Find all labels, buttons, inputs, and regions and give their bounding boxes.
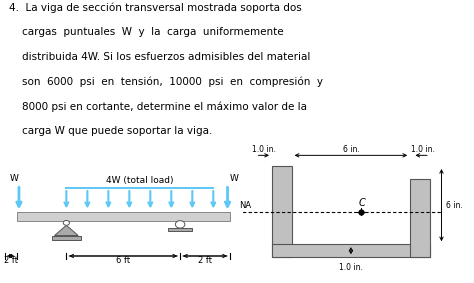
Text: 1.0 in.: 1.0 in. — [252, 145, 276, 154]
Text: 8000 psi en cortante, determine el máximo valor de la: 8000 psi en cortante, determine el máxim… — [9, 101, 308, 112]
Text: 6 in.: 6 in. — [343, 145, 359, 154]
Text: cargas  puntuales  W  y  la  carga  uniformemente: cargas puntuales W y la carga uniformeme… — [9, 27, 284, 37]
Bar — [17, 212, 230, 221]
Text: 2 ft: 2 ft — [4, 256, 18, 265]
Text: son  6000  psi  en  tensión,  10000  psi  en  compresión  y: son 6000 psi en tensión, 10000 psi en co… — [9, 76, 323, 87]
Text: C: C — [358, 198, 365, 208]
Bar — [410, 179, 430, 257]
Text: carga W que puede soportar la viga.: carga W que puede soportar la viga. — [9, 126, 213, 136]
Circle shape — [64, 220, 70, 225]
Bar — [272, 166, 292, 257]
Circle shape — [175, 221, 185, 228]
Text: 1.0 in.: 1.0 in. — [339, 263, 363, 272]
Polygon shape — [55, 225, 78, 235]
Text: 6 ft: 6 ft — [116, 256, 130, 265]
Text: 4.  La viga de sección transversal mostrada soporta dos: 4. La viga de sección transversal mostra… — [9, 3, 302, 14]
Bar — [52, 235, 81, 240]
Text: W: W — [230, 174, 239, 183]
Text: NA: NA — [239, 201, 252, 210]
Bar — [168, 228, 192, 231]
Text: 2 ft: 2 ft — [198, 256, 212, 265]
Bar — [272, 244, 430, 257]
Text: 1.0 in.: 1.0 in. — [411, 145, 435, 154]
Text: 4W (total load): 4W (total load) — [106, 177, 173, 185]
Text: distribuida 4W. Si los esfuerzos admisibles del material: distribuida 4W. Si los esfuerzos admisib… — [9, 52, 311, 62]
Text: 6 in.: 6 in. — [446, 201, 463, 210]
Text: W: W — [9, 174, 18, 183]
